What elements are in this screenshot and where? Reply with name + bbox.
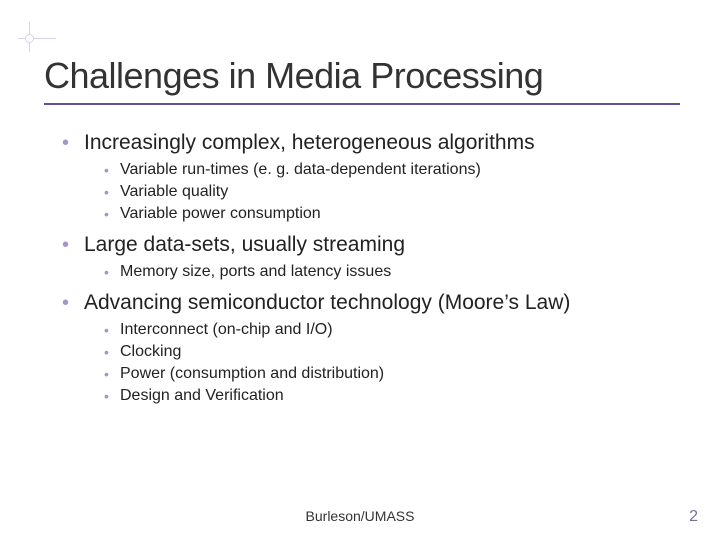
bullet-dot-icon: • xyxy=(104,203,120,225)
bullet-lvl2: • Power (consumption and distribution) xyxy=(104,363,680,385)
slide-title: Challenges in Media Processing xyxy=(44,55,680,97)
title-underline xyxy=(44,103,680,105)
bullet-lvl2: • Variable run-times (e. g. data-depende… xyxy=(104,159,680,181)
bullet-lvl2: • Design and Verification xyxy=(104,385,680,407)
bullet-lvl2: • Interconnect (on-chip and I/O) xyxy=(104,319,680,341)
bullet-dot-icon: • xyxy=(62,129,84,157)
sub-bullet-text: Variable power consumption xyxy=(120,203,321,225)
title-block: Challenges in Media Processing xyxy=(44,55,680,105)
sub-bullet-group: • Interconnect (on-chip and I/O) • Clock… xyxy=(104,319,680,407)
page-number: 2 xyxy=(689,508,698,526)
sub-bullet-text: Interconnect (on-chip and I/O) xyxy=(120,319,333,341)
bullet-lvl1: • Increasingly complex, heterogeneous al… xyxy=(62,129,680,157)
bullet-lvl2: • Clocking xyxy=(104,341,680,363)
sub-bullet-text: Variable run-times (e. g. data-dependent… xyxy=(120,159,481,181)
bullet-text: Advancing semiconductor technology (Moor… xyxy=(84,289,570,317)
bullet-dot-icon: • xyxy=(104,181,120,203)
sub-bullet-group: • Memory size, ports and latency issues xyxy=(104,261,680,283)
bullet-dot-icon: • xyxy=(104,319,120,341)
bullet-lvl2: • Variable power consumption xyxy=(104,203,680,225)
body-content: • Increasingly complex, heterogeneous al… xyxy=(62,125,680,413)
sub-bullet-text: Memory size, ports and latency issues xyxy=(120,261,391,283)
bullet-dot-icon: • xyxy=(104,159,120,181)
bullet-dot-icon: • xyxy=(104,261,120,283)
sub-bullet-text: Power (consumption and distribution) xyxy=(120,363,384,385)
bullet-lvl2: • Variable quality xyxy=(104,181,680,203)
slide: Challenges in Media Processing • Increas… xyxy=(0,0,720,540)
footer: Burleson/UMASS xyxy=(0,508,720,524)
bullet-dot-icon: • xyxy=(62,289,84,317)
footer-text: Burleson/UMASS xyxy=(306,508,415,524)
bullet-dot-icon: • xyxy=(62,231,84,259)
bullet-lvl1: • Large data-sets, usually streaming xyxy=(62,231,680,259)
bullet-text: Increasingly complex, heterogeneous algo… xyxy=(84,129,535,157)
sub-bullet-text: Variable quality xyxy=(120,181,228,203)
corner-decoration xyxy=(18,22,56,52)
bullet-dot-icon: • xyxy=(104,341,120,363)
sub-bullet-text: Design and Verification xyxy=(120,385,284,407)
bullet-dot-icon: • xyxy=(104,363,120,385)
sub-bullet-group: • Variable run-times (e. g. data-depende… xyxy=(104,159,680,225)
bullet-text: Large data-sets, usually streaming xyxy=(84,231,405,259)
bullet-lvl1: • Advancing semiconductor technology (Mo… xyxy=(62,289,680,317)
bullet-lvl2: • Memory size, ports and latency issues xyxy=(104,261,680,283)
sub-bullet-text: Clocking xyxy=(120,341,181,363)
bullet-dot-icon: • xyxy=(104,385,120,407)
